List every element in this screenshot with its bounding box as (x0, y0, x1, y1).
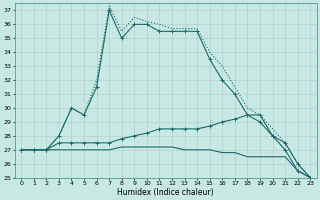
X-axis label: Humidex (Indice chaleur): Humidex (Indice chaleur) (117, 188, 214, 197)
